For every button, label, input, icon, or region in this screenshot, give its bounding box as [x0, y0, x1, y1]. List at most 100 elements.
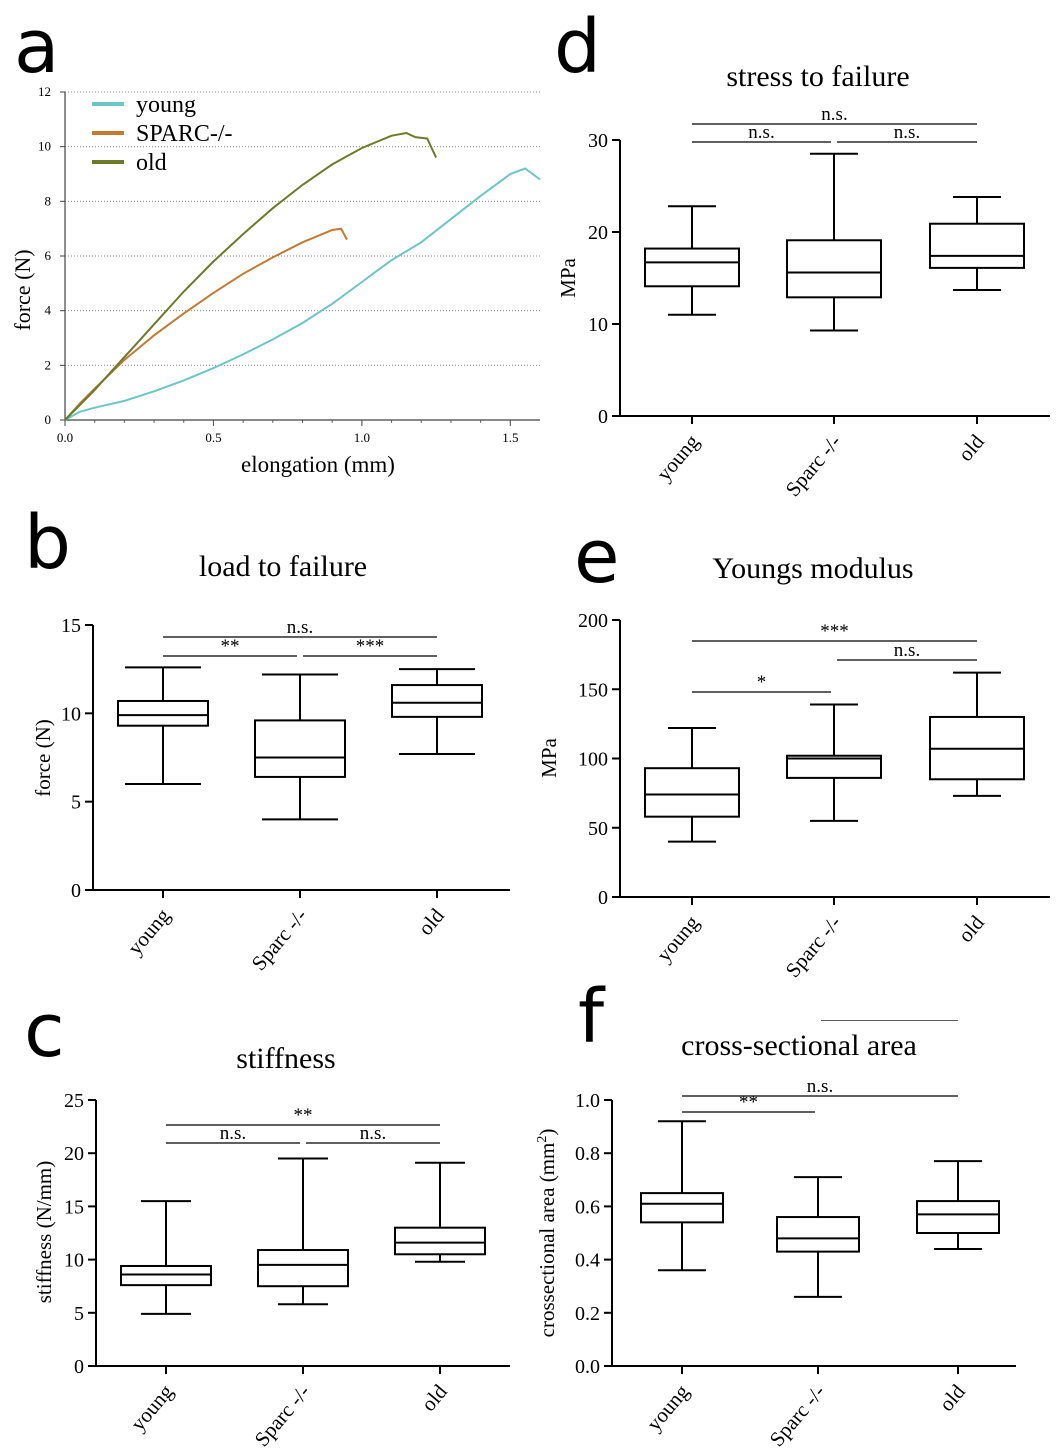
y-tick-label: 0 [598, 406, 608, 428]
y-tick-label: 150 [578, 679, 608, 701]
y-axis-label: stiffness (N/mm) [32, 1161, 56, 1304]
significance-label: n.s. [894, 122, 920, 143]
box-2 [916, 1200, 1000, 1235]
chart-e-youngs-modulus: Youngs modulus 0 50 100 150 200 MPa young Sparc … [540, 552, 1050, 982]
y-tick-label: 25 [64, 1090, 84, 1112]
panel-label-a: a [14, 4, 60, 90]
legend-label-2: old [136, 150, 167, 176]
box-2 [929, 222, 1025, 269]
box-0 [117, 699, 209, 727]
box-2 [394, 1226, 486, 1256]
legend-label-0: young [136, 92, 196, 118]
y-tick-label: 20 [588, 222, 608, 244]
x-tick-label: old [416, 1379, 452, 1415]
chart-d-stress-to-failure: stress to failure 0 10 20 30 MPa young Sparc -/… [556, 60, 1050, 501]
significance-label: n.s. [807, 1076, 833, 1097]
significance-label: n.s. [287, 617, 313, 638]
y-tick-label: 5 [71, 792, 81, 814]
y-tick-label: 30 [588, 130, 608, 152]
x-tick-label: old [413, 903, 449, 939]
x-tick-label: Sparc -/- [781, 911, 846, 982]
y-tick-label: 10 [38, 139, 51, 154]
chart-title: stress to failure [726, 60, 909, 93]
y-tick-label: 1.0 [575, 1090, 600, 1112]
panel-label-e: e [574, 514, 620, 600]
y-tick-label: 10 [61, 703, 81, 725]
y-tick-label: 100 [578, 749, 608, 771]
y-tick-label: 15 [61, 615, 81, 637]
y-tick-label: 0.8 [575, 1143, 600, 1165]
y-tick-label: 0.2 [575, 1303, 600, 1325]
x-tick-label: young [126, 1379, 178, 1435]
legend-label-1: SPARC-/- [136, 121, 233, 147]
y-tick-label: 5 [74, 1303, 84, 1325]
x-tick-label: 1.5 [502, 430, 518, 445]
x-tick-label: Sparc -/- [781, 430, 846, 501]
x-tick-label: young [123, 903, 175, 959]
x-tick-label: old [953, 429, 989, 465]
y-tick-label: 10 [64, 1250, 84, 1272]
significance-label: ** [739, 1092, 758, 1113]
chart-a-force-elongation: 0 2 4 6 8 10 12 0.0 0.5 1.0 1.5 elongation (mm) forc… [10, 84, 541, 477]
significance-label: n.s. [894, 640, 920, 661]
chart-title: load to failure [199, 550, 367, 583]
y-axis-label: force (N) [31, 719, 55, 797]
significance-label: ** [294, 1105, 313, 1126]
x-tick-label: Sparc -/- [765, 1380, 830, 1451]
chart-title: cross-sectional area [681, 1029, 917, 1062]
y-tick-label: 4 [45, 303, 52, 318]
chart-f-cross-sectional-area: cross-sectional area 0.0 0.2 0.4 0.6 0.8 1.0 cr… [535, 1020, 1016, 1451]
y-axis-label: MPa [556, 257, 580, 297]
y-tick-label: 200 [578, 610, 608, 632]
x-tick-label: young [642, 1379, 694, 1435]
box-1 [254, 719, 346, 778]
box-1 [786, 239, 882, 299]
box-2 [391, 684, 483, 718]
box-1 [786, 754, 882, 779]
y-tick-label: 0 [71, 880, 81, 902]
x-tick-label: young [652, 910, 704, 966]
series-line-1 [64, 227, 348, 421]
box-0 [640, 1192, 724, 1224]
y-axis-label: crossectional area (mm2) [535, 1129, 559, 1338]
y-tick-label: 6 [45, 248, 52, 263]
chart-c-stiffness: stiffness 0 5 10 15 20 25 stiffness (N/mm) young… [32, 1042, 510, 1451]
y-tick-label: 0 [45, 412, 52, 427]
chart-title: Youngs modulus [712, 552, 913, 585]
x-tick-label: 0.0 [57, 430, 73, 445]
series-line-0 [64, 167, 541, 421]
y-tick-label: 15 [64, 1196, 84, 1218]
significance-label: ** [221, 636, 240, 657]
y-axis-label: MPa [540, 737, 561, 777]
y-tick-label: 0.0 [575, 1356, 600, 1378]
x-tick-label: old [934, 1379, 970, 1415]
x-tick-label: Sparc -/- [250, 1380, 315, 1451]
significance-label: * [757, 672, 767, 693]
significance-label: n.s. [220, 1123, 246, 1144]
significance-label: *** [356, 636, 385, 657]
x-tick-label: 1.0 [354, 430, 370, 445]
y-axis-label: force (N) [10, 249, 35, 330]
significance-label: n.s. [748, 122, 774, 143]
box-0 [120, 1264, 212, 1287]
y-tick-label: 2 [45, 357, 52, 372]
box-1 [257, 1249, 349, 1288]
x-tick-label: young [652, 429, 704, 485]
panel-label-d: d [554, 4, 601, 90]
x-tick-label: 0.5 [205, 430, 221, 445]
y-tick-label: 0.6 [575, 1196, 600, 1218]
chart-title: stiffness [236, 1042, 335, 1075]
panel-label-f: f [578, 974, 605, 1060]
y-tick-label: 8 [45, 193, 52, 208]
series-line-2 [64, 131, 438, 421]
y-tick-label: 12 [38, 84, 51, 99]
box-0 [644, 247, 740, 288]
box-0 [644, 767, 740, 818]
y-tick-label: 10 [588, 314, 608, 336]
chart-b-load-to-failure: load to failure 0 5 10 15 force (N) young Sparc… [31, 550, 510, 975]
x-axis-label: elongation (mm) [241, 452, 395, 477]
panel-label-b: b [24, 500, 71, 586]
significance-label: * [885, 1020, 895, 1025]
y-tick-label: 0 [598, 887, 608, 909]
panel-label-c: c [24, 988, 65, 1074]
